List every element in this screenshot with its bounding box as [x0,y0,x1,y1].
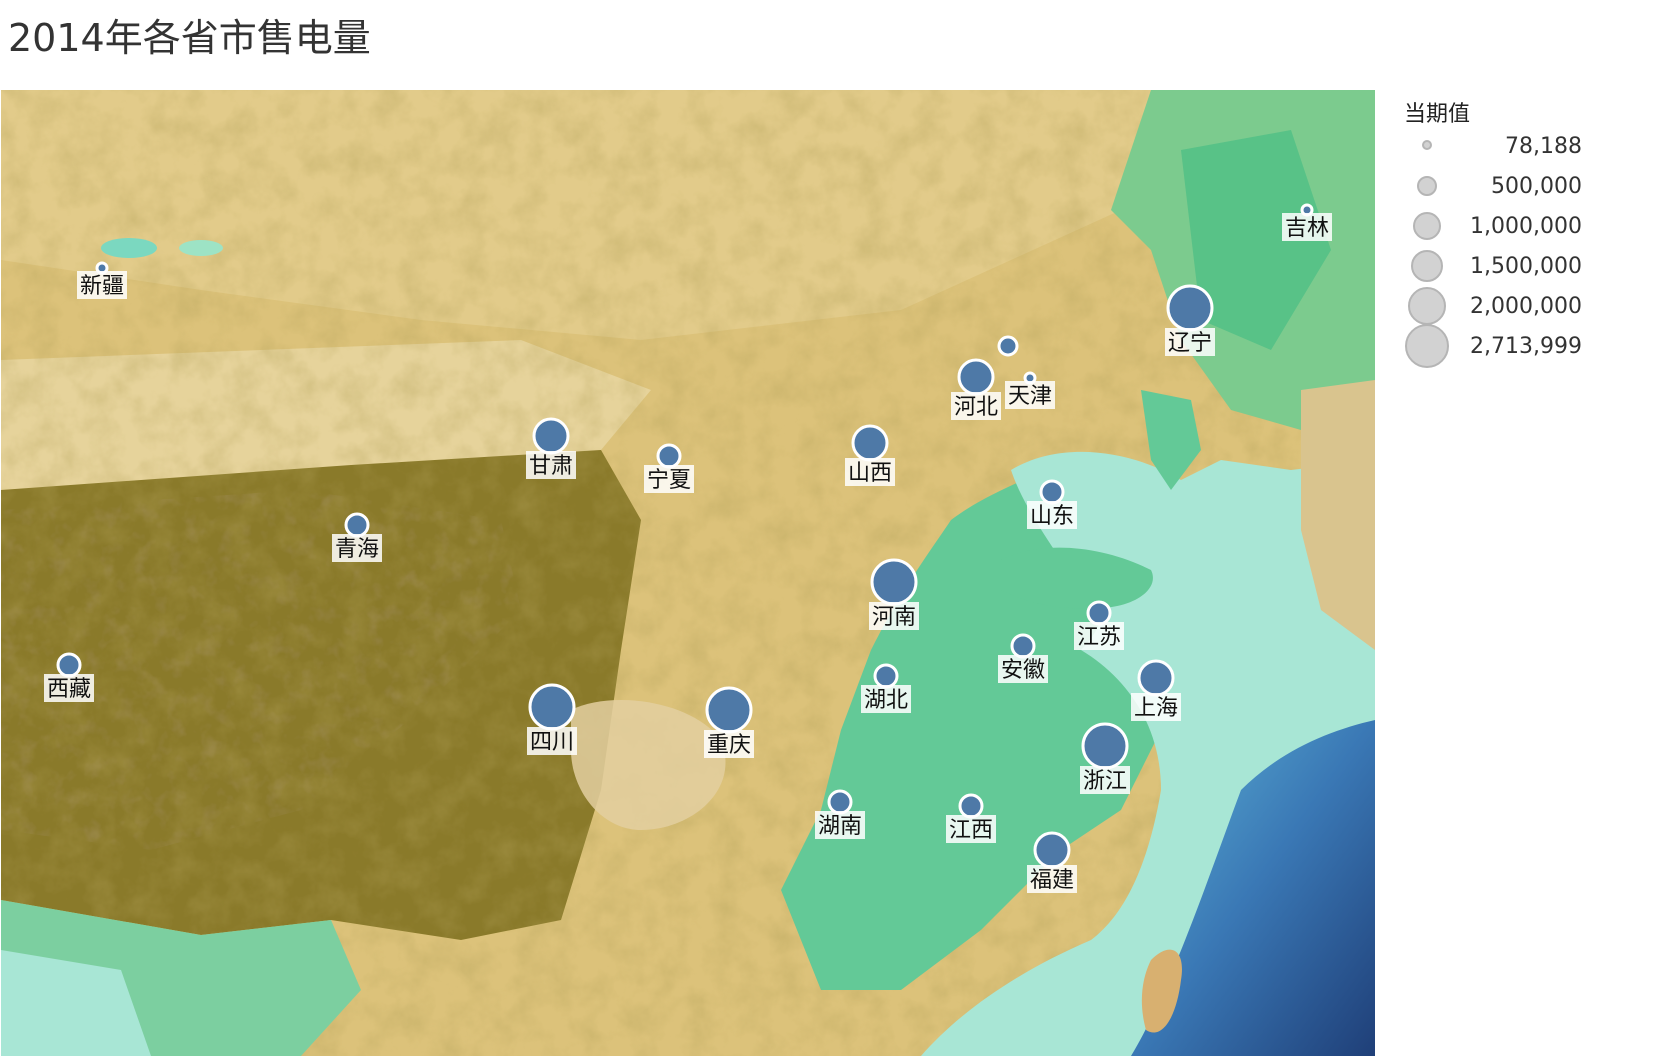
province-label-bg [527,727,577,755]
legend-title: 当期值 [1404,102,1471,127]
province-marker[interactable] [1039,479,1065,505]
province-marker[interactable] [656,443,682,469]
size-legend: 当期值 78,188 500,000 1,000,000 1,500,000 2… [1392,90,1652,390]
province-label: 辽宁 [1168,331,1212,356]
province-label-bg [704,730,754,758]
province-marker[interactable] [958,793,984,819]
province-marker[interactable] [873,663,899,689]
legend-label: 2,713,999 [1470,334,1582,359]
province-label-bg [815,811,865,839]
province-label: 四川 [530,730,574,755]
province-label-bg [526,451,576,479]
province-marker[interactable] [997,335,1019,357]
province-marker[interactable] [56,652,82,678]
legend-item: 2,713,999 [1392,324,1582,368]
province-label-bg [1027,501,1077,529]
legend-circle [1422,140,1432,150]
legend-item: 500,000 [1392,166,1582,206]
legend-item: 1,000,000 [1392,206,1582,246]
legend-item: 78,188 [1392,126,1582,166]
province-label: 宁夏 [647,468,691,493]
province-label: 甘肃 [529,454,573,479]
northeast-lowland [1181,130,1331,350]
province-label: 江西 [949,818,993,843]
lake-xinjiang [101,238,157,258]
province-label: 新疆 [80,274,124,299]
province-label: 重庆 [707,733,751,758]
legend-label: 78,188 [1505,134,1582,159]
legend-label: 500,000 [1491,174,1582,199]
legend-circle [1411,250,1443,282]
province-label: 福建 [1030,868,1074,893]
province-marker[interactable] [1010,633,1036,659]
province-label-bg [946,815,996,843]
province-marker[interactable] [705,686,753,734]
province-marker[interactable] [1137,659,1175,697]
province-marker[interactable] [870,558,918,606]
province-marker[interactable] [1086,600,1112,626]
province-label: 湖北 [864,688,908,713]
shandong-peninsula [1001,547,1153,609]
province-label: 天津 [1008,384,1052,409]
province-label-bg [1005,381,1055,409]
province-label-bg [1074,622,1124,650]
province-label-bg [1027,865,1077,893]
province-marker[interactable] [957,358,995,396]
province-label: 浙江 [1083,769,1127,794]
liaodong-peninsula [1141,390,1201,490]
province-label-bg [869,602,919,630]
province-marker[interactable] [1166,284,1214,332]
legend-label: 1,000,000 [1470,214,1582,239]
legend-item: 2,000,000 [1392,286,1582,326]
legend-circle [1417,176,1437,196]
province-marker[interactable] [1081,722,1129,770]
province-marker[interactable] [851,424,889,462]
province-label-bg [998,655,1048,683]
province-label: 河南 [872,605,916,630]
province-label-bg [861,685,911,713]
province-label: 西藏 [47,677,91,702]
province-label-bg [1131,693,1181,721]
sichuan-basin [571,700,726,830]
korea-land [1301,380,1375,650]
southwest-sea [1,950,151,1056]
province-label: 河北 [954,395,998,420]
province-label-bg [1282,213,1332,241]
province-marker[interactable] [344,512,370,538]
province-label: 安徽 [1001,658,1045,683]
legend-item: 1,500,000 [1392,246,1582,286]
legend-circle [1408,287,1446,325]
province-label-bg [44,674,94,702]
province-label: 山西 [848,461,892,486]
province-label: 上海 [1134,696,1178,721]
legend-label: 1,500,000 [1470,254,1582,279]
lake-xinjiang-2 [179,240,223,256]
province-label-bg [1080,766,1130,794]
province-label-bg [644,465,694,493]
province-label-bg [1165,328,1215,356]
map-area[interactable]: 新疆甘肃宁夏青海西藏四川 重庆 山西 河北 天津 吉林辽宁山东河南江苏安徽湖北 上海浙江湖南… [1,90,1375,1056]
province-label-bg [77,271,127,299]
province-label: 青海 [335,537,379,562]
taiwan-island [1141,949,1182,1033]
chart-title: 2014年各省市售电量 [8,16,371,60]
province-label-bg [845,458,895,486]
province-label: 湖南 [818,814,862,839]
province-marker[interactable] [827,789,853,815]
legend-circle [1413,212,1441,240]
legend-circle [1405,324,1449,368]
province-marker[interactable] [1033,831,1071,869]
province-label-bg [951,392,1001,420]
province-label-bg [332,534,382,562]
province-label: 山东 [1030,504,1074,529]
province-marker[interactable] [532,417,570,455]
province-label: 吉林 [1285,216,1329,241]
legend-label: 2,000,000 [1470,294,1582,319]
province-label: 江苏 [1077,625,1121,650]
deep-ocean [1131,720,1375,1056]
province-marker[interactable] [528,683,576,731]
